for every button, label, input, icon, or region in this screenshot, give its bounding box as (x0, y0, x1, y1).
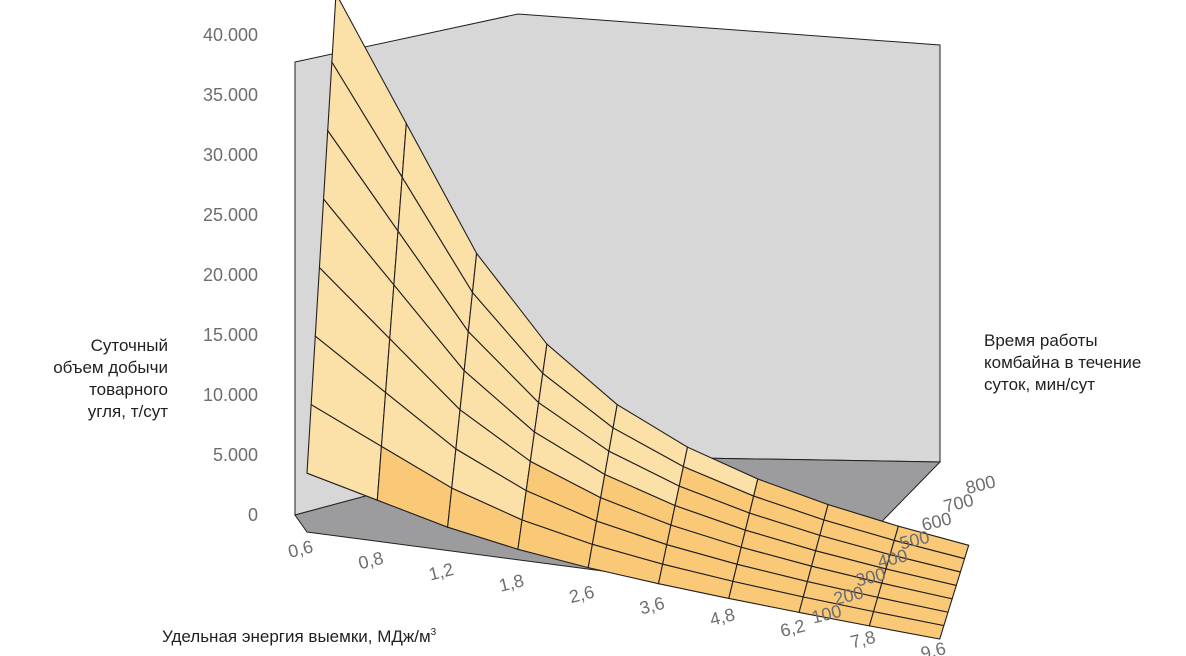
y-tick-label: 15.000 (203, 325, 258, 345)
x-axis-title: Удельная энергия выемки, МДж/м3 (162, 622, 436, 648)
y-axis-title: Суточный объем добычи товарного угля, т/… (30, 335, 168, 423)
x-tick-label: 9,6 (919, 638, 948, 656)
y-tick-label: 25.000 (203, 205, 258, 225)
x-tick-label: 1,2 (427, 559, 456, 584)
z-axis-title-line: суток, мин/сут (984, 375, 1096, 394)
x-tick-label: 3,6 (637, 593, 666, 618)
y-axis-title-line: Суточный (90, 336, 168, 355)
x-tick-label: 7,8 (848, 627, 877, 652)
x-tick-label: 2,6 (567, 582, 596, 607)
x-tick-label: 4,8 (708, 604, 737, 629)
y-axis-title-line: товарного (89, 380, 168, 399)
x-tick-label: 0,6 (286, 536, 315, 561)
y-tick-label: 20.000 (203, 265, 258, 285)
axis-ticks: 0 5.000 10.000 15.000 20.000 25.000 30.000 35.0… (203, 25, 998, 656)
y-tick-label: 0 (248, 505, 258, 525)
z-axis-title: Время работы комбайна в течение суток, м… (984, 330, 1184, 396)
x-axis-title-text: Удельная энергия выемки, МДж/м (162, 627, 431, 646)
y-tick-label: 5.000 (213, 445, 258, 465)
z-tick-label: 800 (964, 471, 998, 498)
z-axis-title-line: комбайна в течение (984, 353, 1142, 372)
surface-patch (868, 610, 945, 640)
y-tick-label: 10.000 (203, 385, 258, 405)
x-tick-label: 1,8 (497, 570, 526, 595)
y-tick-label: 40.000 (203, 25, 258, 45)
y-axis-title-line: объем добычи (53, 358, 168, 377)
y-axis-title-line: угля, т/сут (87, 402, 168, 421)
surface-patches (306, 0, 970, 640)
y-tick-label: 30.000 (203, 145, 258, 165)
x-tick-label: 6,2 (778, 616, 807, 641)
x-tick-label: 0,8 (356, 548, 385, 573)
z-axis-title-line: Время работы (984, 331, 1098, 350)
y-tick-label: 35.000 (203, 85, 258, 105)
x-axis-title-superscript: 3 (430, 627, 437, 638)
